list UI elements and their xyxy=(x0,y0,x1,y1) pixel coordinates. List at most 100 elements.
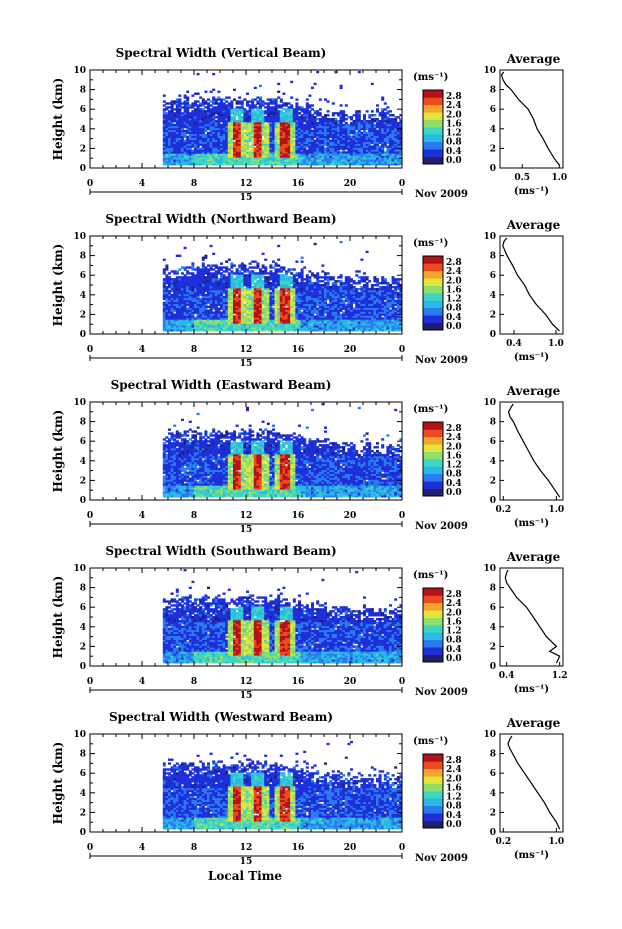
heatmap-cell xyxy=(209,133,213,137)
heatmap-cell xyxy=(175,102,179,105)
heatmap-cell xyxy=(326,125,330,129)
colorbar-tick-label: 0.4 xyxy=(446,147,462,157)
heatmap-cell xyxy=(370,141,374,144)
heatmap-cell xyxy=(383,112,387,115)
heatmap-cell xyxy=(183,321,187,324)
heatmap-cell xyxy=(199,297,203,301)
heatmap-cell xyxy=(220,293,223,297)
heatmap-cell xyxy=(165,307,169,310)
heatmap-cell xyxy=(282,141,286,144)
heatmap-cell xyxy=(334,135,338,139)
heatmap-cell xyxy=(251,118,255,121)
heatmap-cell xyxy=(292,284,296,287)
heatmap-cell xyxy=(222,123,226,127)
heatmap-cell xyxy=(168,151,171,154)
heatmap-cell xyxy=(194,137,197,140)
heatmap-cell xyxy=(365,119,369,123)
heatmap-cell xyxy=(209,116,213,119)
heatmap-cell xyxy=(285,299,288,303)
heatmap-cell xyxy=(344,141,348,144)
heatmap-cell xyxy=(298,163,301,166)
heatmap-cell xyxy=(282,145,286,148)
heatmap-cell xyxy=(233,149,236,152)
heatmap-cell xyxy=(305,116,309,119)
heatmap-cell xyxy=(212,307,216,310)
heatmap-cell xyxy=(204,112,208,115)
heatmap-cell xyxy=(201,155,205,158)
heatmap-cell xyxy=(274,311,278,314)
heatmap-cell xyxy=(295,112,299,115)
heatmap-cell xyxy=(214,299,218,303)
heatmap-cell xyxy=(352,114,356,117)
heatmap-cell xyxy=(266,157,270,160)
heatmap-cell xyxy=(316,315,320,318)
heatmap-cell xyxy=(326,118,330,121)
heatmap-cell xyxy=(168,121,171,125)
heatmap-cell xyxy=(199,147,203,150)
heatmap-cell xyxy=(220,272,223,275)
heatmap-cell xyxy=(191,131,195,135)
heatmap-cell xyxy=(183,163,187,166)
heatmap-cell xyxy=(212,145,216,148)
heatmap-cell xyxy=(308,278,312,281)
heatmap-cell xyxy=(285,276,288,279)
heatmap-cell xyxy=(339,305,343,308)
heatmap-cell xyxy=(347,143,351,146)
heatmap-cell xyxy=(191,161,195,164)
heatmap-cell xyxy=(342,319,346,322)
heatmap-cell xyxy=(217,110,221,113)
heatmap-cell xyxy=(381,135,385,139)
heatmap-cell xyxy=(300,278,304,281)
heatmap-cell xyxy=(285,297,288,301)
heatmap-cell xyxy=(162,305,166,308)
heatmap-cell xyxy=(394,159,398,162)
heatmap-cell xyxy=(173,127,177,131)
heatmap-cell xyxy=(272,260,275,263)
heatmap-cell xyxy=(233,98,236,101)
heatmap-cell xyxy=(264,317,268,320)
heatmap-cell xyxy=(261,133,265,137)
heatmap-cell xyxy=(370,110,374,113)
heatmap-cell xyxy=(303,157,307,160)
heatmap-cell xyxy=(308,129,312,133)
heatmap-cell xyxy=(181,147,184,150)
heatmap-cell xyxy=(292,125,296,129)
heatmap-cell xyxy=(305,293,309,297)
heatmap-cell xyxy=(394,137,398,140)
heatmap-cell xyxy=(217,121,221,125)
heatmap-cell xyxy=(347,157,351,160)
heatmap-cell xyxy=(316,299,320,303)
heatmap-cell xyxy=(269,161,273,164)
heatmap-cell xyxy=(342,293,346,297)
heatmap-cell xyxy=(191,129,195,133)
heatmap-cell xyxy=(238,121,242,125)
heatmap-cell xyxy=(311,123,314,127)
average-y-tick-label: 8 xyxy=(490,86,496,96)
heatmap-cell xyxy=(194,108,197,111)
heatmap-cell xyxy=(230,149,234,152)
heatmap-cell xyxy=(188,280,192,283)
heatmap-cell xyxy=(365,153,369,156)
heatmap-cell xyxy=(303,299,307,303)
heatmap-cell xyxy=(173,135,177,139)
heatmap-cell xyxy=(326,141,330,144)
heatmap-cell xyxy=(222,161,226,164)
heatmap-cell xyxy=(240,307,244,310)
heatmap-cell xyxy=(295,309,299,312)
heatmap-cell xyxy=(264,268,268,271)
heatmap-cell xyxy=(217,311,221,314)
heatmap-cell xyxy=(222,291,226,295)
heatmap-cell xyxy=(196,274,200,277)
heatmap-cell xyxy=(326,284,330,287)
heatmap-cell xyxy=(222,121,226,125)
heatmap-cell xyxy=(214,135,218,139)
heatmap-cell xyxy=(199,319,203,322)
panel-title: Spectral Width (Northward Beam) xyxy=(105,212,336,226)
heatmap-cell xyxy=(243,309,247,312)
heatmap-cell xyxy=(303,278,307,281)
heatmap-cell xyxy=(279,151,283,154)
heatmap-cell xyxy=(240,305,244,308)
heatmap-cell xyxy=(287,135,291,139)
heatmap-cell xyxy=(376,163,379,166)
heatmap-cell xyxy=(378,114,382,117)
